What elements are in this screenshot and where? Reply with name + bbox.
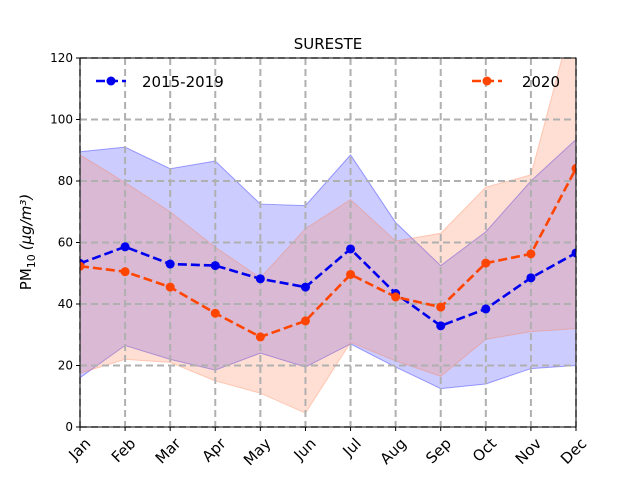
data-point — [346, 269, 356, 279]
legend-marker-1 — [482, 76, 492, 86]
y-axis-label-main: PM — [17, 268, 35, 290]
legend-label-0: 2015-2019 — [142, 73, 224, 91]
x-axis: Jan Feb Mar Apr May Jun Jul Aug Sep Oct Nov Dec — [64, 427, 590, 469]
data-point — [571, 163, 576, 173]
x-tick-label: Oct — [469, 434, 500, 465]
y-tick-label: 40 — [58, 297, 73, 311]
legend-label-1: 2020 — [522, 73, 560, 91]
y-tick-label: 80 — [58, 174, 73, 188]
data-point — [391, 292, 401, 302]
series-line-0 — [80, 245, 576, 328]
y-axis-label-unit: (μg/m³) — [17, 194, 35, 250]
data-point — [120, 242, 130, 252]
y-tick-label: 60 — [58, 236, 73, 250]
x-tick-label: Apr — [198, 434, 230, 466]
y-tick-label: 0 — [65, 420, 73, 434]
data-point — [210, 308, 220, 318]
data-point — [165, 282, 175, 292]
x-tick-label: Jun — [290, 435, 320, 465]
x-tick-label: Aug — [376, 435, 409, 468]
data-point — [300, 282, 310, 292]
x-tick-label: Jan — [64, 435, 94, 465]
data-point — [80, 261, 85, 271]
x-tick-label: Dec — [557, 435, 590, 468]
x-tick-label: Nov — [512, 434, 546, 468]
data-point — [210, 261, 220, 271]
data-point — [436, 321, 446, 331]
x-tick-label: Sep — [422, 435, 455, 468]
series-lines — [80, 163, 576, 342]
y-axis-label-subscript: 10 — [25, 254, 38, 268]
x-tick-label: Mar — [152, 434, 185, 467]
legend-marker-0 — [106, 76, 116, 86]
data-point — [481, 258, 491, 268]
data-point — [120, 267, 130, 277]
x-tick-label: Feb — [108, 435, 140, 467]
data-point — [255, 274, 265, 284]
data-point — [346, 244, 356, 254]
data-point — [526, 249, 536, 259]
x-tick-label: Jul — [339, 435, 365, 461]
data-point — [255, 332, 265, 342]
legend: 2015-2019 2020 — [96, 73, 560, 91]
y-tick-label: 120 — [50, 51, 73, 65]
y-axis: 0 20 40 60 80 100 120 — [50, 51, 80, 434]
data-point — [436, 302, 446, 312]
data-point — [165, 259, 175, 269]
y-tick-label: 20 — [58, 359, 73, 373]
data-point — [481, 304, 491, 314]
x-tick-label: May — [240, 434, 275, 469]
data-point — [526, 273, 536, 283]
data-point — [571, 248, 576, 258]
series-line-1 — [80, 167, 576, 339]
y-axis-label: PM10 (μg/m³) — [17, 194, 38, 290]
confidence-bands — [80, 58, 576, 414]
data-point — [300, 316, 310, 326]
y-tick-label: 100 — [50, 113, 73, 127]
chart-title: SURESTE — [294, 35, 363, 53]
